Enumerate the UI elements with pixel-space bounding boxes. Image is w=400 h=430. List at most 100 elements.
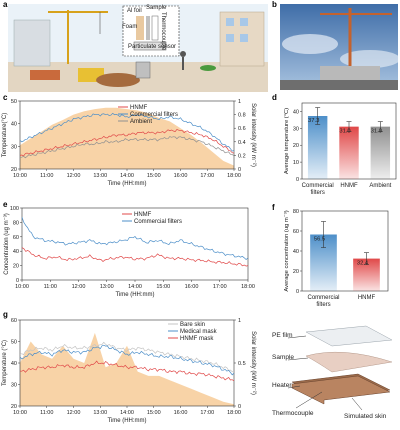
x-tick-label: 16:00 [174,410,188,416]
y-tick-label: 0 [16,278,19,284]
x-tick-label: 16:00 [185,284,199,290]
panel-letter-g: g [3,310,8,319]
x-tick-label: 17:00 [200,410,214,416]
y-tick-label: 50 [11,99,17,105]
x-tick-label: 14:00 [120,410,134,416]
y-axis-label: Average temperature (°C) [284,108,290,174]
y2-tick-label: 0.5 [238,361,246,367]
x-tick-label: 15:00 [147,173,161,179]
legend-entry: Commercial filters [134,219,182,225]
x-tick-label: 13:00 [93,173,107,179]
panel-f: f 0 20 40 60 80 Average concentration (ug m⁻³… [272,203,400,315]
y-tick-label: 0 [296,289,299,295]
panel-letter-f: f [272,203,275,212]
y-tick-label: 60 [11,318,17,324]
y2-tick-label: 0.4 [238,140,246,146]
y2-axis-label: Solar intensity (kW m⁻²) [250,331,256,395]
series-line-medical-mask [19,344,235,376]
legend-entry: Bare skin [180,322,205,328]
series-line-ambient [19,136,235,159]
label-al-foil: Al foil [127,8,142,14]
y2-tick-label: 1 [238,99,241,105]
x-tick-label: 10:00 [13,410,27,416]
x-tick-label: 14:00 [128,284,142,290]
label-sample-a: Sample [146,5,167,11]
category-label: filters [316,302,330,308]
y-tick-label: 30 [11,144,17,150]
data-label: 31.0 [339,129,350,135]
x-tick-label: 11:00 [44,284,57,290]
y-tick-label: 60 [293,229,299,235]
y2-tick-label: 0.6 [238,126,246,132]
label-sample-h: Sample [272,354,295,361]
bar-commercial-filters [307,116,328,179]
y-tick-label: 40 [11,361,17,367]
legend-entry: Medical mask [180,329,218,335]
data-label: 31.0 [371,129,382,135]
y-tick-label: 20 [293,143,299,149]
chart-temperature-filters: 0 0.2 0.4 0.6 0.8 1 Solar intensity (kW m⁻²) 20… [2,99,256,187]
panel-letter-b: b [272,0,277,9]
y-tick-label: 40 [13,249,19,255]
y-tick-label: 20 [11,167,17,173]
panel-letter-c: c [3,93,8,102]
y-tick-label: 50 [11,340,17,346]
x-tick-label: 18:00 [241,284,255,290]
series-line-hnmf [21,247,249,267]
bar-ambient [370,126,391,179]
x-axis-label: Time (HH:mm) [115,292,154,298]
y-axis-label: Temperature (°C) [2,340,8,386]
legend-entry: HNMF [130,105,148,111]
y2-tick-label: 0 [238,167,241,173]
bar-hnmf [339,126,359,179]
x-tick-label: 13:00 [93,410,107,416]
label-heater: Heater [272,382,292,389]
x-tick-label: 17:00 [200,173,214,179]
category-label: Commercial [302,183,334,189]
panel-g: g 0 0.5 1 Solar intensity (kW m⁻²) 20 30 40 50 6… [0,310,268,428]
panel-letter-e: e [3,200,8,209]
x-tick-label: 12:00 [67,410,81,416]
y-tick-label: 10 [293,160,299,166]
y-tick-label: 20 [293,269,299,275]
category-label: HNMF [358,295,376,301]
label-thermocouple-h: Thermocouple [272,410,314,417]
x-tick-label: 17:00 [213,284,227,290]
y2-axis-label: Solar intensity (kW m⁻²) [250,103,256,167]
y-tick-label: 100 [10,206,19,212]
legend-entry: HNMF [134,212,152,218]
category-label: filters [310,190,324,196]
x-tick-label: 16:00 [174,173,188,179]
x-tick-label: 14:00 [120,173,134,179]
y-axis-label: Average concentration (ug m⁻³) [284,210,290,291]
y-tick-label: 30 [11,383,17,389]
category-label: Ambient [369,183,391,189]
x-tick-label: 10:00 [15,284,29,290]
chart-concentration: 0 20 40 60 80 100 10:00 11:00 12:00 13:00 14:00 15:… [4,206,255,298]
panel-letter-a: a [3,0,8,9]
y-tick-label: 40 [293,249,299,255]
y-tick-label: 80 [293,209,299,215]
panel-c: c 0 0.2 0.4 0.6 0.8 1 Solar intensity (kW m⁻²)… [0,93,268,193]
category-label: HNMF [340,183,358,189]
legend-entry: HNMF mask [180,336,214,342]
data-label: 32.4 [357,261,369,267]
label-pe-film: PE film [272,332,293,339]
panel-letter-d: d [272,93,277,102]
x-axis-label: Time (HH:mm) [107,418,146,424]
x-tick-label: 13:00 [100,284,114,290]
y-tick-label: 20 [13,264,19,270]
y-tick-label: 40 [293,109,299,115]
x-tick-label: 10:00 [13,173,27,179]
legend-entry: Ambient [130,119,152,125]
y2-tick-label: 0 [238,404,241,410]
panel-a: a Al foil Sample Foam Thermocouple Parti… [0,0,268,92]
series-line-bare-skin [19,341,235,373]
y2-tick-label: 1 [238,318,241,324]
panel-d: d 0 10 20 30 40 Average temperature (°C) 37.3 C… [272,93,400,203]
chart-skin-temperature: 0 0.5 1 Solar intensity (kW m⁻²) 20 30 40 50 60 1… [2,318,256,424]
series-line-hnmf-mask [19,360,235,382]
x-tick-label: 18:00 [227,173,241,179]
y2-tick-label: 0.2 [238,153,246,159]
